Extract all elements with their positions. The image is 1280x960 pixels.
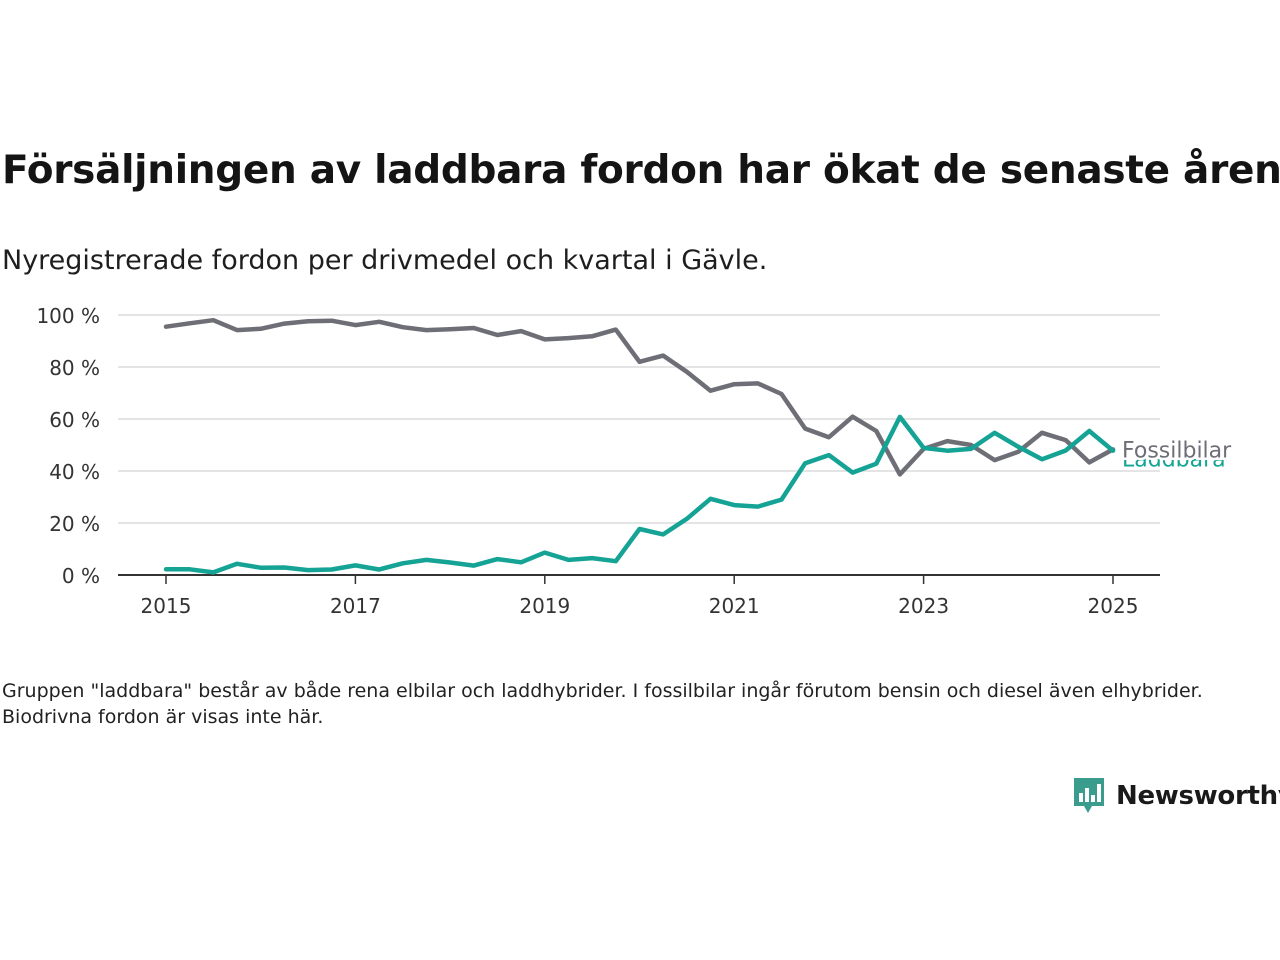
x-tick-label: 2023 bbox=[898, 594, 949, 618]
y-tick-label: 20 % bbox=[49, 512, 100, 536]
x-axis-ticks: 2015 2017 2019 2021 2023 2025 bbox=[141, 575, 1139, 618]
line-chart: 0 % 20 % 40 % 60 % 80 % 100 % 2015 2017 2019 202… bbox=[36, 304, 1235, 618]
newsworthy-logo[interactable]: Newsworthy bbox=[1072, 776, 1280, 816]
series-label-laddbara: Laddbara bbox=[1122, 448, 1226, 473]
y-tick-label: 40 % bbox=[49, 460, 100, 484]
y-tick-label: 100 % bbox=[36, 304, 100, 328]
brand-name: Newsworthy bbox=[1116, 781, 1280, 811]
series-line-fossilbilar bbox=[163, 317, 1116, 477]
footnote: Gruppen "laddbara" består av både rena e… bbox=[2, 680, 1203, 728]
chart-subtitle: Nyregistrerade fordon per drivmedel och … bbox=[2, 245, 768, 276]
newsworthy-logo-icon bbox=[1074, 778, 1104, 813]
series-label-fossilbilar: Fossilbilar bbox=[1122, 438, 1232, 463]
y-tick-label: 60 % bbox=[49, 408, 100, 432]
y-tick-label: 80 % bbox=[49, 356, 100, 380]
x-tick-label: 2019 bbox=[519, 594, 570, 618]
x-tick-label: 2017 bbox=[330, 594, 381, 618]
y-tick-label: 0 % bbox=[62, 564, 100, 588]
chart-title: Försäljningen av laddbara fordon har öka… bbox=[2, 148, 1280, 193]
y-axis-tick-labels: 0 % 20 % 40 % 60 % 80 % 100 % bbox=[36, 304, 100, 588]
series-line-laddbara bbox=[163, 414, 1116, 575]
x-tick-label: 2015 bbox=[141, 594, 192, 618]
series-lines bbox=[163, 317, 1116, 575]
x-tick-label: 2021 bbox=[709, 594, 760, 618]
x-tick-label: 2025 bbox=[1088, 594, 1139, 618]
grid-lines bbox=[118, 314, 1160, 524]
